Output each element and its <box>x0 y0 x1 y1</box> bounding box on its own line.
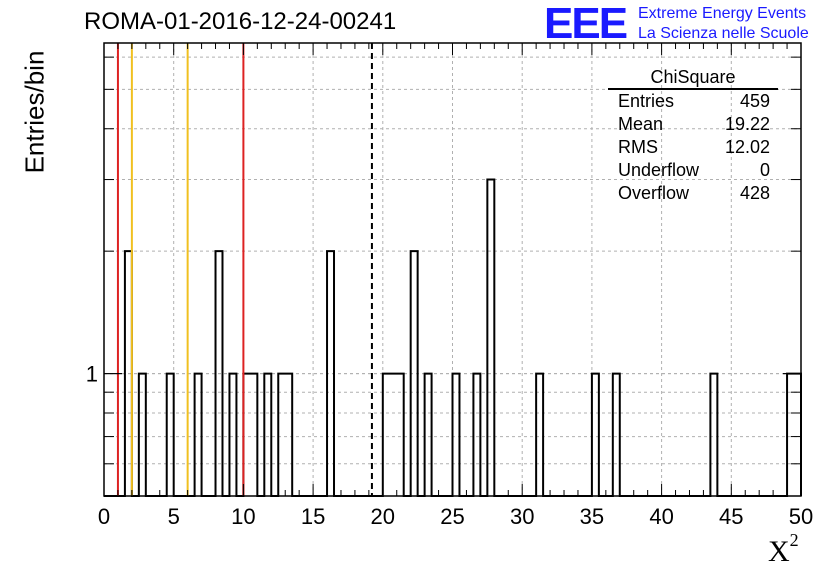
x-tick-label: 15 <box>301 504 325 529</box>
x-tick-label: 35 <box>580 504 604 529</box>
y-tick-label: 1 <box>86 362 98 387</box>
stats-value: 459 <box>739 91 770 111</box>
x-axis-label-superscript: 2 <box>789 530 799 550</box>
stats-box: ChiSquare Entries 459 Mean 19.22 RMS 12.… <box>608 66 778 205</box>
stats-row-overflow: Overflow 428 <box>608 182 778 205</box>
reference-lines <box>116 43 373 496</box>
x-axis-label: X2 <box>768 530 799 569</box>
logo-line-2: La Scienza nelle Scuole <box>638 25 809 42</box>
stats-label: Entries <box>618 91 675 111</box>
stats-row-mean: Mean 19.22 <box>608 113 778 136</box>
stats-value: 19.22 <box>724 114 770 134</box>
stats-label: Mean <box>618 114 664 134</box>
stats-value: 0 <box>759 160 770 180</box>
eee-logo: EEE Extreme Energy Events La Scienza nel… <box>544 2 834 46</box>
histogram-bin <box>487 180 494 496</box>
y-axis-label: Entries/bin <box>19 50 50 174</box>
logo-mark: EEE <box>544 0 628 48</box>
x-tick-label: 5 <box>168 504 180 529</box>
stats-value: 12.02 <box>724 137 770 157</box>
page-title: ROMA-01-2016-12-24-00241 <box>84 8 397 35</box>
x-tick-label: 45 <box>719 504 743 529</box>
stats-box-title: ChiSquare <box>608 66 778 90</box>
x-tick-label: 30 <box>510 504 534 529</box>
x-tick-labels: 0 5 10 15 20 25 30 35 40 45 50 <box>98 504 813 529</box>
stats-label: Overflow <box>618 183 690 203</box>
x-tick-label: 25 <box>440 504 464 529</box>
stats-label: RMS <box>618 137 658 157</box>
stats-row-rms: RMS 12.02 <box>608 136 778 159</box>
x-tick-label: 40 <box>649 504 673 529</box>
x-tick-label: 10 <box>231 504 255 529</box>
x-tick-label: 20 <box>371 504 395 529</box>
axis-ticks <box>103 43 802 496</box>
x-tick-label: 50 <box>789 504 813 529</box>
stats-row-entries: Entries 459 <box>608 90 778 113</box>
stats-value: 428 <box>739 183 770 203</box>
x-tick-label: 0 <box>98 504 110 529</box>
stats-label: Underflow <box>618 160 700 180</box>
stats-row-underflow: Underflow 0 <box>608 159 778 182</box>
y-tick-labels: 1 <box>86 362 98 387</box>
logo-line-1: Extreme Energy Events <box>638 5 807 22</box>
x-axis-label-base: X <box>768 535 790 568</box>
